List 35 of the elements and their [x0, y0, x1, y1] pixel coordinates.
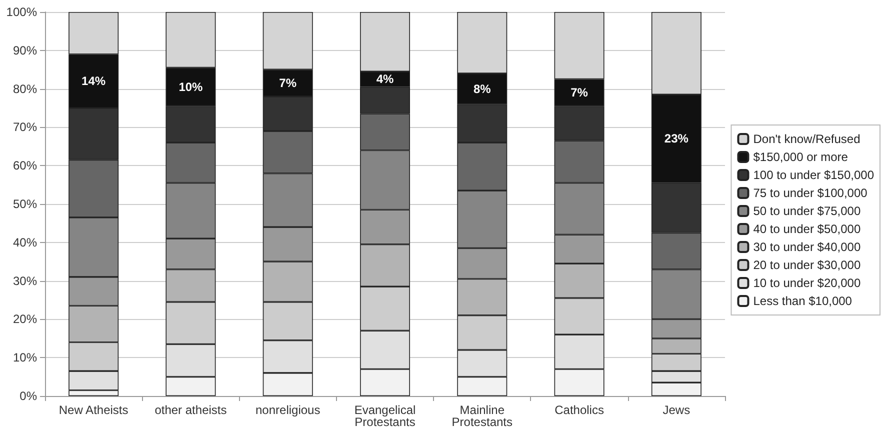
y-tick-label: 40% [12, 235, 38, 250]
x-tick-label: New Atheists [58, 403, 128, 417]
y-tick-label: 0% [20, 389, 38, 403]
x-tick-label: Catholics [554, 403, 604, 417]
legend-label: 30 to under $40,000 [753, 240, 861, 254]
y-tick-label: 60% [12, 158, 38, 173]
data-label: 23% [664, 132, 689, 146]
x-tick-label: Jews [662, 403, 690, 417]
y-tick-label: 30% [12, 274, 38, 288]
legend-label: 100 to under $150,000 [753, 168, 874, 182]
legend-label: $150,000 or more [753, 150, 848, 164]
y-tick-label: 50% [12, 197, 38, 211]
x-tick-label: Mainline Protestants [452, 403, 512, 429]
legend-label: 50 to under $75,000 [753, 204, 861, 218]
legend-label: 40 to under $50,000 [753, 222, 861, 236]
y-tick-label: 10% [12, 350, 38, 365]
y-tick-label: 90% [12, 43, 38, 58]
data-label: 10% [178, 80, 204, 94]
y-tick-label: 80% [12, 82, 38, 96]
legend-label: 10 to under $20,000 [753, 276, 861, 290]
x-tick-label: Evangelical Protestants [354, 403, 416, 429]
data-label: 8% [473, 82, 492, 96]
data-label: 14% [82, 74, 106, 88]
data-label: 7% [279, 76, 297, 90]
legend-label: Don't know/Refused [753, 132, 860, 146]
data-label: 7% [570, 86, 588, 100]
data-label: 4% [376, 72, 394, 86]
x-tick-label: other atheists [154, 403, 227, 417]
y-tick-label: 20% [12, 312, 38, 326]
legend-label: 20 to under $30,000 [753, 258, 861, 272]
legend-label: Less than $10,000 [753, 294, 852, 308]
y-tick-label: 100% [6, 5, 38, 19]
legend-label: 75 to under $100,000 [753, 186, 868, 200]
x-tick-label: nonreligious [256, 403, 320, 417]
y-tick-label: 70% [12, 120, 38, 134]
